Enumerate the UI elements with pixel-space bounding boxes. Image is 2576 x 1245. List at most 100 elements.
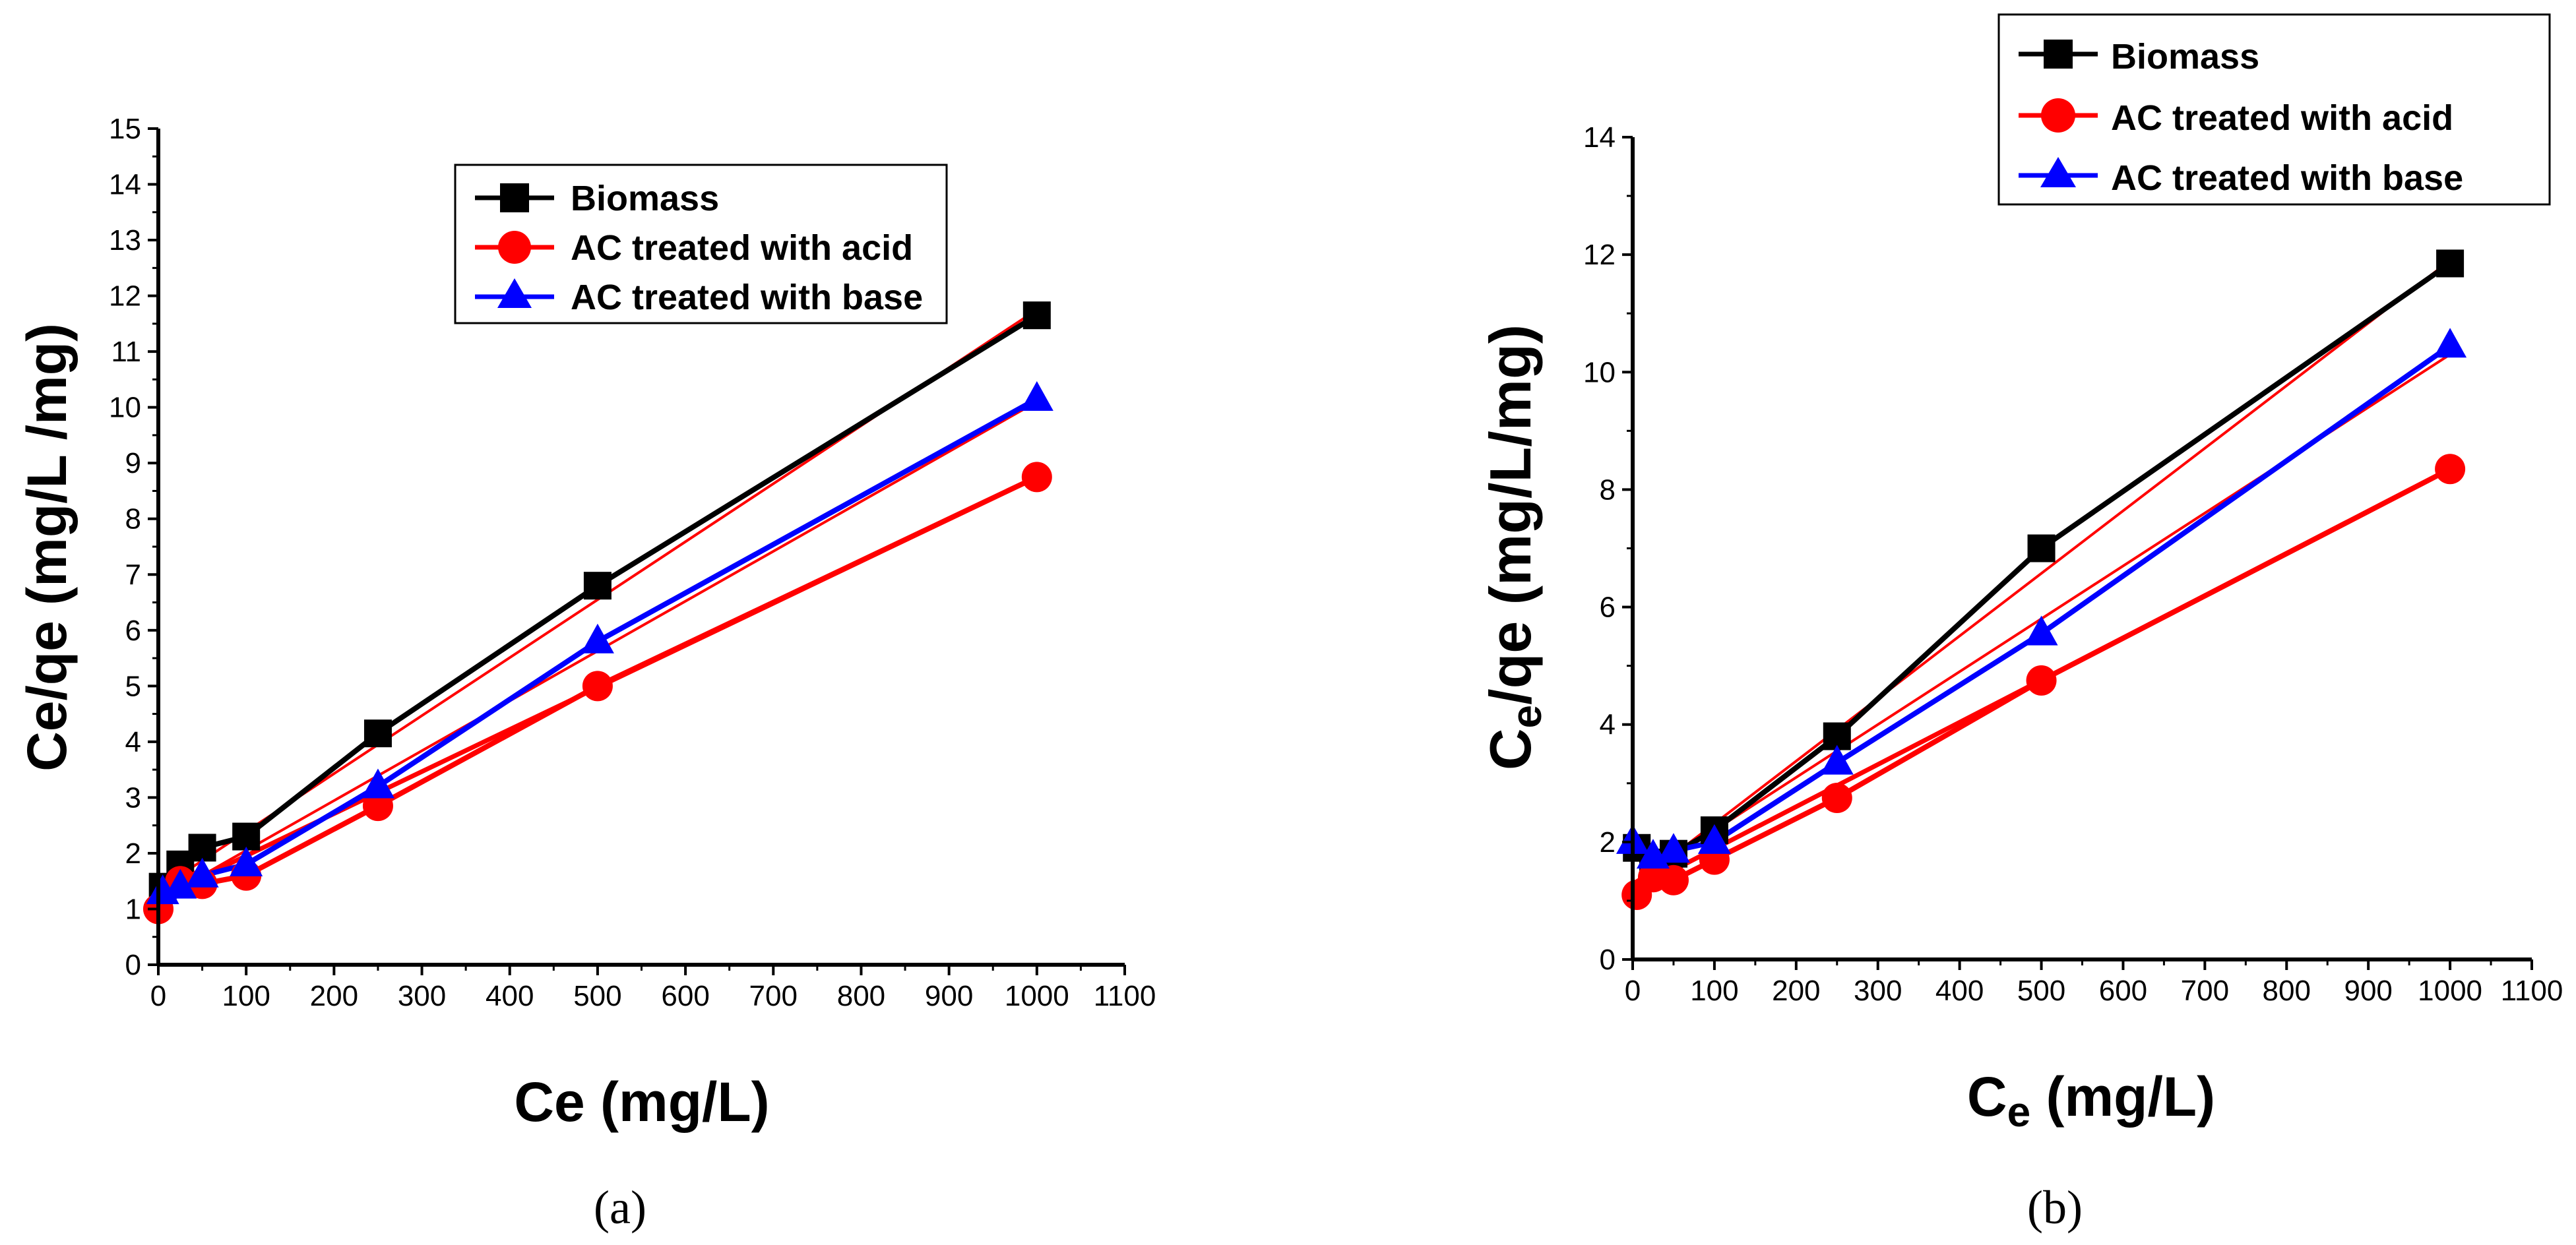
- chart-a-xtick-label: 300: [398, 980, 446, 1012]
- chart-a-ytick-label: 10: [109, 392, 141, 424]
- chart-a-point-biomass: [583, 572, 612, 600]
- chart-b-xtick-label: 600: [2099, 975, 2147, 1007]
- chart-a-ticks: 0 100 200 300 400 500 600 700 800 900 1000 11000123…: [109, 113, 1156, 1012]
- chart-a-ytick-label: 8: [125, 503, 141, 535]
- chart-a-point-base: [361, 768, 394, 799]
- chart-a-ytick-label: 14: [109, 169, 141, 201]
- chart-b-ytick-label: 10: [1583, 356, 1616, 388]
- chart-a-point-biomass: [363, 719, 392, 748]
- legend-b-biomass-label: Biomass: [2111, 37, 2259, 76]
- chart-a-point-biomass: [188, 834, 216, 862]
- chart-a-ytick-label: 6: [125, 615, 141, 647]
- legend-a-biomass-label: Biomass: [571, 179, 719, 218]
- legend-b-acid: AC treated with acid: [2019, 98, 2453, 138]
- chart-a-point-base: [230, 846, 263, 876]
- chart-a-xtick-label: 100: [222, 980, 270, 1012]
- legend-b-acid-label: AC treated with acid: [2111, 98, 2453, 138]
- chart-b-xlabel-main: C: [1967, 1066, 2007, 1128]
- legend-a-base: AC treated with base: [475, 278, 923, 317]
- legend-a-acid-label: AC treated with acid: [571, 228, 913, 268]
- legend-a-base-marker: [497, 278, 532, 308]
- chart-b-ylabel: Ce/qe (mg/L/mg): [1478, 324, 1550, 770]
- chart-b-point-base: [1820, 744, 1854, 775]
- chart-b-xtick-label: 300: [1854, 975, 1902, 1007]
- chart-b-point-base: [2434, 328, 2467, 358]
- chart-a-ytick-label: 4: [125, 726, 141, 758]
- legend-a-acid-marker: [498, 231, 531, 264]
- chart-a-point-biomass: [232, 822, 261, 851]
- chart-a: 0 100 200 300 400 500 600 700 800 900 1000 11000123…: [16, 113, 1156, 1234]
- chart-b-ytick-label: 12: [1583, 239, 1616, 271]
- chart-b-point-base: [2025, 615, 2058, 646]
- chart-a-xtick-label: 700: [749, 980, 798, 1012]
- chart-a-xtick-label: 900: [925, 980, 973, 1012]
- chart-a-point-base: [164, 868, 197, 899]
- chart-a-ytick-label: 15: [109, 113, 141, 145]
- chart-b-xtick-label: 400: [1935, 975, 1984, 1007]
- chart-a-ytick-label: 9: [125, 447, 141, 479]
- chart-a-legend: Biomass AC treated with acid AC treated …: [454, 164, 948, 324]
- chart-a-xtick-label: 1000: [1005, 980, 1069, 1012]
- legend-b-acid-marker: [2041, 98, 2075, 133]
- chart-b-xtick-label: 0: [1625, 975, 1641, 1007]
- chart-a-ytick-label: 12: [109, 280, 141, 313]
- chart-b-marks: [1616, 249, 2467, 911]
- legend-a-acid: AC treated with acid: [475, 228, 913, 268]
- chart-b-point-acid: [2026, 665, 2057, 696]
- chart-a-marks: [143, 301, 1053, 925]
- chart-a-xtick-label: 600: [661, 980, 709, 1012]
- chart-a-xtick-label: 800: [837, 980, 885, 1012]
- chart-b-ytick-label: 0: [1600, 944, 1616, 976]
- chart-a-ylabel: Ce/qe (mg/L /mg): [16, 323, 78, 772]
- legend-b-base-label: AC treated with base: [2111, 158, 2463, 198]
- chart-a-ytick-label: 13: [109, 224, 141, 257]
- chart-a-ytick-label: 1: [125, 893, 141, 925]
- chart-a-ytick-label: 0: [125, 949, 141, 981]
- chart-b-ytick-label: 4: [1600, 709, 1616, 741]
- chart-b-xtick-label: 1100: [2501, 975, 2563, 1007]
- chart-a-xtick-label: 400: [486, 980, 534, 1012]
- chart-b-xlabel-sub: e: [2007, 1088, 2031, 1136]
- chart-b-point-biomass: [2027, 534, 2056, 562]
- chart-a-ytick-label: 11: [111, 336, 141, 368]
- chart-b-ytick-label: 14: [1583, 121, 1616, 154]
- legend-b-base-marker: [2040, 157, 2076, 187]
- legend-b-biomass: Biomass: [2019, 37, 2259, 76]
- legend-a-biomass-marker: [500, 183, 529, 212]
- chart-b-ytick-label: 8: [1600, 473, 1616, 506]
- chart-a-xtick-label: 0: [150, 980, 166, 1012]
- chart-b-ytick-label: 6: [1600, 592, 1616, 624]
- legend-b-base: AC treated with base: [2019, 157, 2463, 198]
- chart-b-xtick-label: 500: [2017, 975, 2065, 1007]
- chart-a-ytick-label: 3: [125, 781, 141, 814]
- chart-b-fit-line-0: [1635, 259, 2451, 884]
- chart-b-ytick-label: 2: [1600, 826, 1616, 859]
- chart-a-xtick-label: 500: [573, 980, 621, 1012]
- chart-a-ytick-label: 7: [125, 559, 141, 591]
- chart-a-xtick-label: 1100: [1094, 980, 1156, 1012]
- chart-b-legend: Biomass AC treated with acid AC treated …: [1997, 13, 2551, 206]
- legend-a-base-label: AC treated with base: [571, 278, 923, 317]
- chart-a-point-base: [1020, 380, 1053, 411]
- chart-b-ylabel-sub: e: [1503, 705, 1550, 729]
- chart-a-point-base: [581, 623, 614, 653]
- chart-b-caption: (b): [2027, 1181, 2083, 1234]
- legend-a-biomass: Biomass: [475, 179, 719, 218]
- chart-a-series-line-0: [160, 313, 1038, 889]
- chart-b-ticks: 0 100 200 300 400 500 600 700 800 900 1000 1100 0 2 4 6…: [1583, 121, 2563, 1007]
- chart-a-ytick-label: 2: [125, 837, 141, 870]
- chart-b-point-base: [1697, 824, 1731, 854]
- chart-b: 0 100 200 300 400 500 600 700 800 900 1000 1100 0 2 4 6…: [1478, 13, 2563, 1234]
- chart-a-ytick-label: 5: [125, 670, 141, 702]
- chart-b-point-biomass: [2436, 249, 2465, 278]
- chart-b-point-acid: [2435, 454, 2466, 485]
- legend-b-biomass-marker: [2044, 40, 2073, 69]
- chart-a-point-base: [185, 857, 219, 888]
- chart-a-xtick-label: 200: [310, 980, 358, 1012]
- chart-b-xlabel-rest: (mg/L): [2030, 1066, 2215, 1128]
- chart-b-legend-box: [1997, 13, 2551, 206]
- chart-a-point-acid: [582, 671, 613, 702]
- chart-b-point-acid: [1821, 783, 1852, 814]
- chart-b-xtick-label: 700: [2181, 975, 2229, 1007]
